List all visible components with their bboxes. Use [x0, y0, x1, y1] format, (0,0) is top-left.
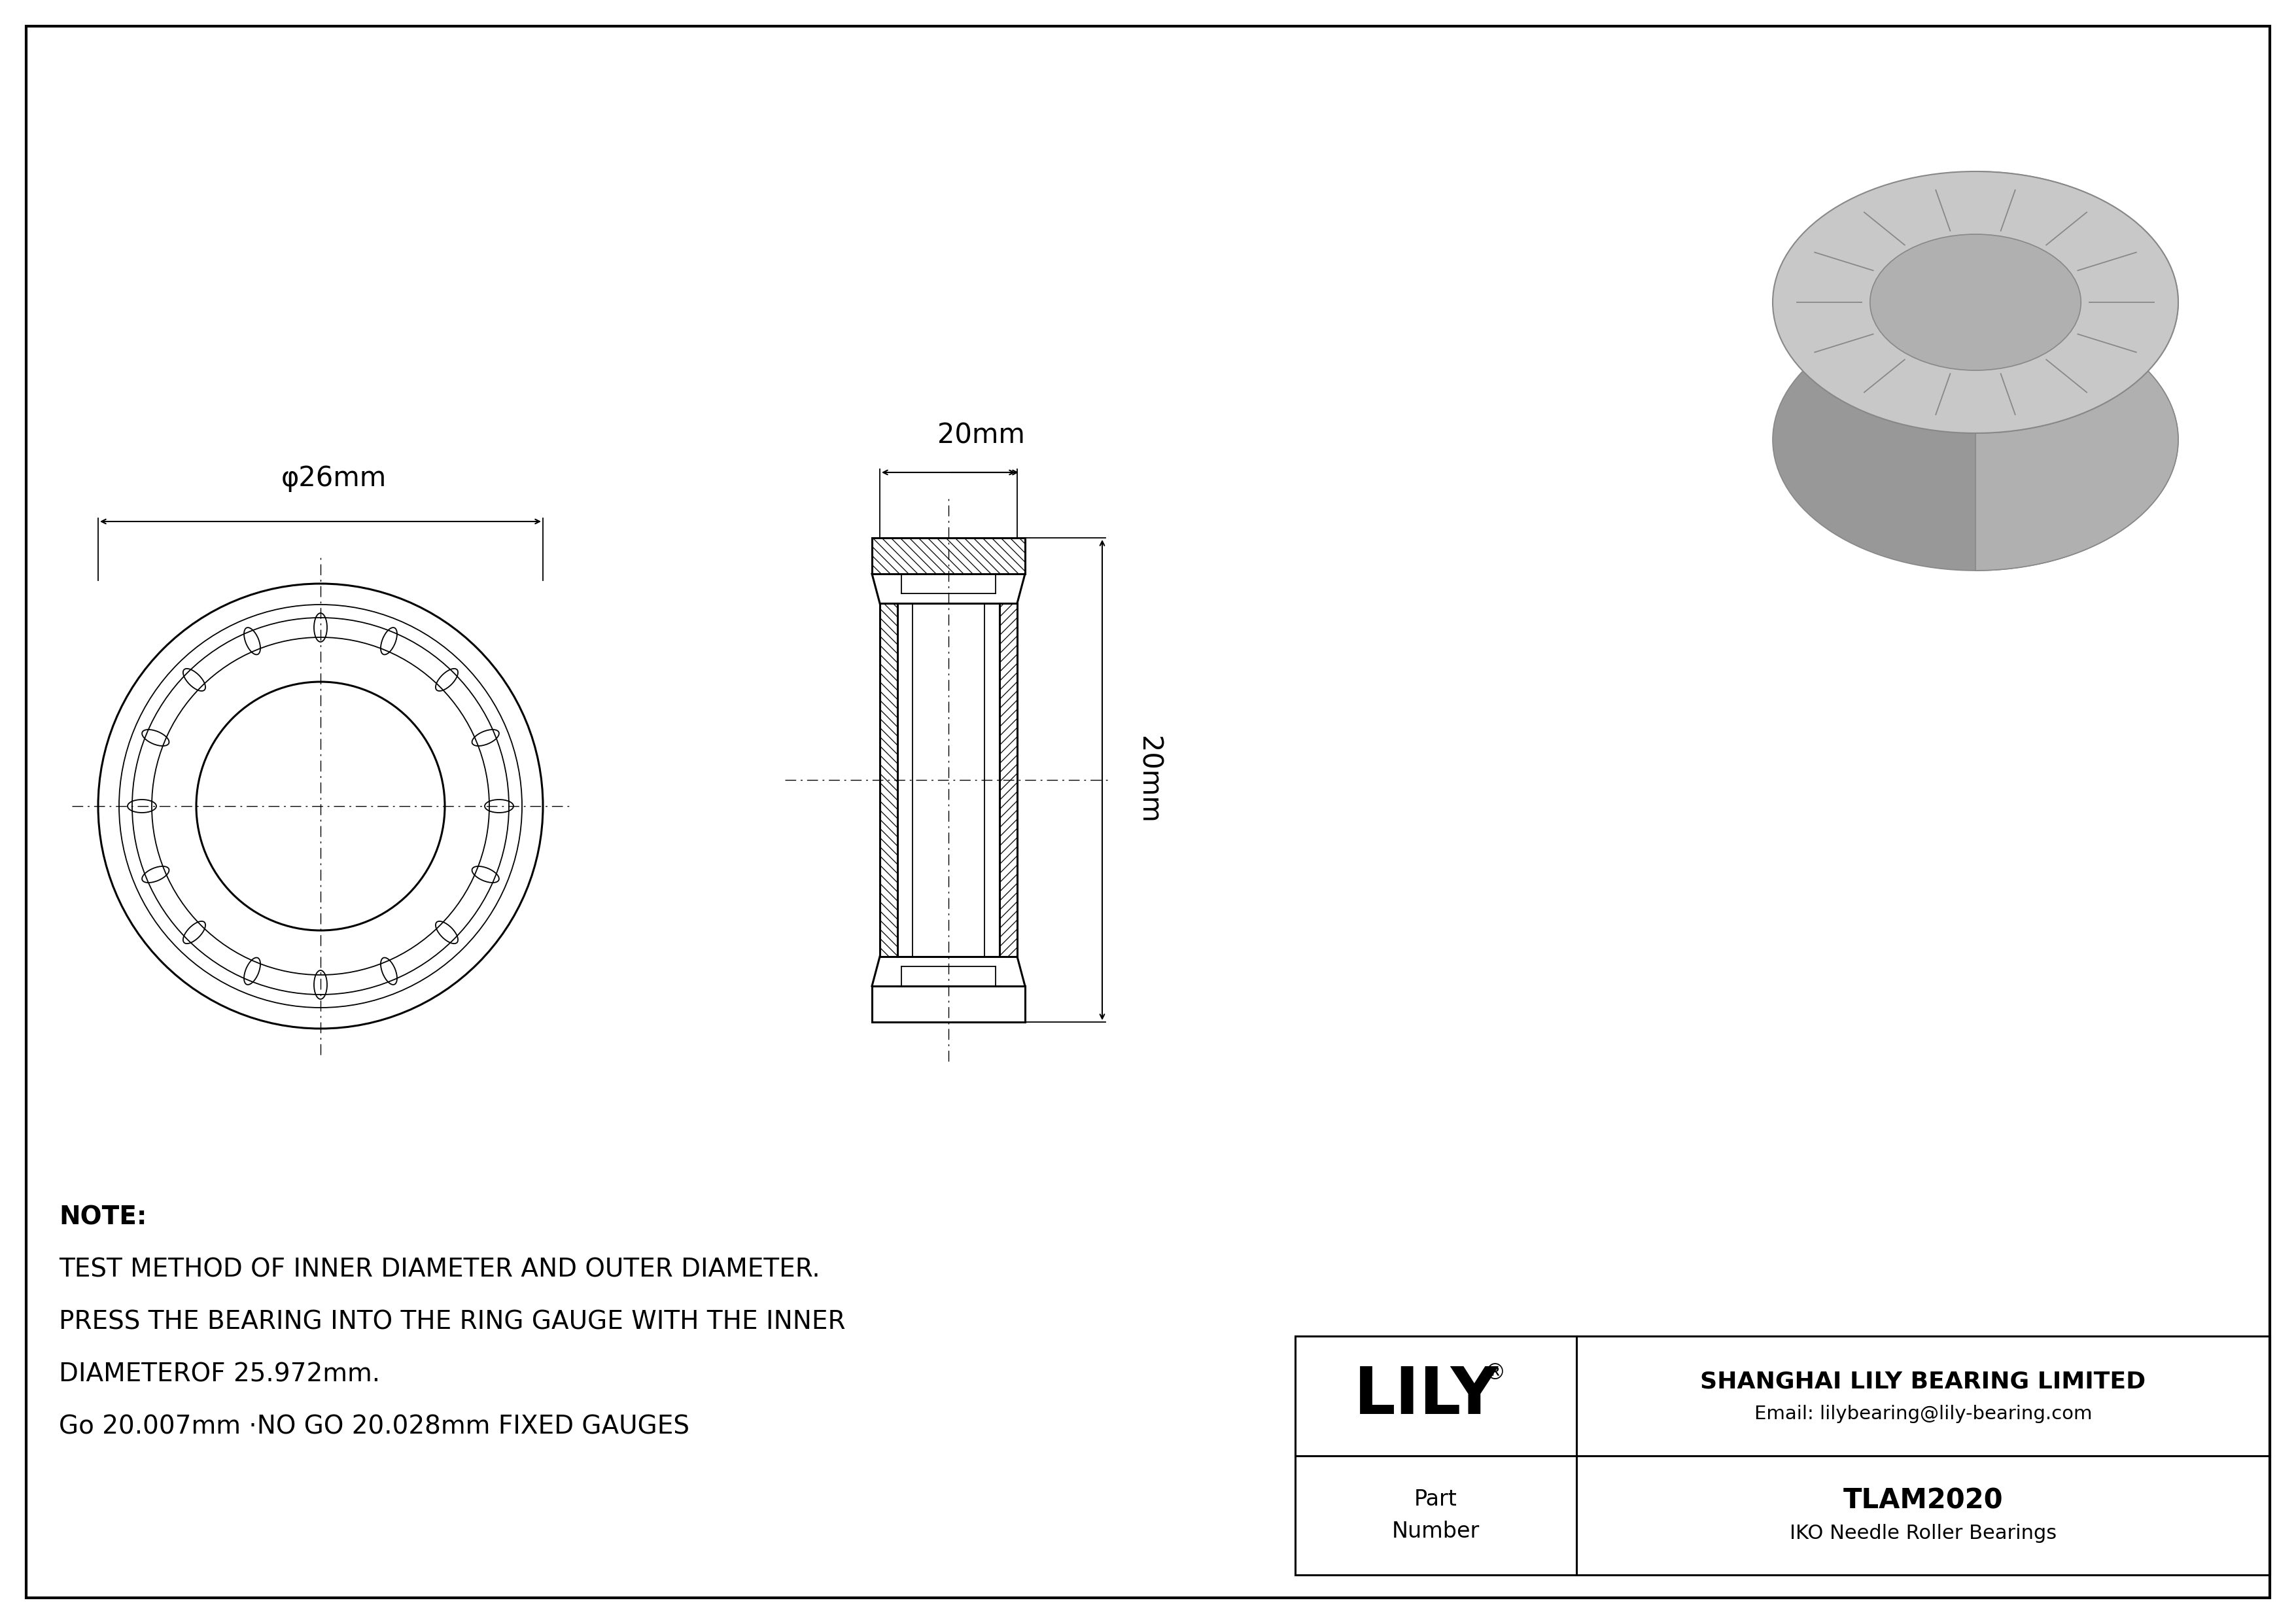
- Text: ®: ®: [1483, 1363, 1506, 1384]
- Text: TEST METHOD OF INNER DIAMETER AND OUTER DIAMETER.: TEST METHOD OF INNER DIAMETER AND OUTER …: [60, 1257, 820, 1283]
- Text: 20mm: 20mm: [937, 422, 1024, 450]
- Text: LILY: LILY: [1355, 1364, 1499, 1427]
- Text: NOTE:: NOTE:: [60, 1205, 147, 1229]
- PathPatch shape: [1975, 172, 2179, 570]
- Bar: [1295, 1337, 2271, 1575]
- Ellipse shape: [1773, 172, 2179, 434]
- Text: DIAMETEROF 25.972mm.: DIAMETEROF 25.972mm.: [60, 1363, 381, 1387]
- Text: Email: lilybearing@lily-bearing.com: Email: lilybearing@lily-bearing.com: [1754, 1405, 2092, 1423]
- Text: PRESS THE BEARING INTO THE RING GAUGE WITH THE INNER: PRESS THE BEARING INTO THE RING GAUGE WI…: [60, 1311, 845, 1335]
- Text: SHANGHAI LILY BEARING LIMITED: SHANGHAI LILY BEARING LIMITED: [1701, 1371, 2147, 1392]
- Ellipse shape: [1869, 234, 2080, 370]
- Text: 20mm: 20mm: [1134, 736, 1162, 823]
- Text: Go 20.007mm ·NO GO 20.028mm FIXED GAUGES: Go 20.007mm ·NO GO 20.028mm FIXED GAUGES: [60, 1415, 689, 1439]
- Text: TLAM2020: TLAM2020: [1844, 1488, 2002, 1515]
- Ellipse shape: [1773, 309, 2179, 570]
- Text: IKO Needle Roller Bearings: IKO Needle Roller Bearings: [1789, 1523, 2057, 1543]
- Text: Part
Number: Part Number: [1391, 1489, 1479, 1541]
- Text: φ26mm: φ26mm: [280, 464, 386, 492]
